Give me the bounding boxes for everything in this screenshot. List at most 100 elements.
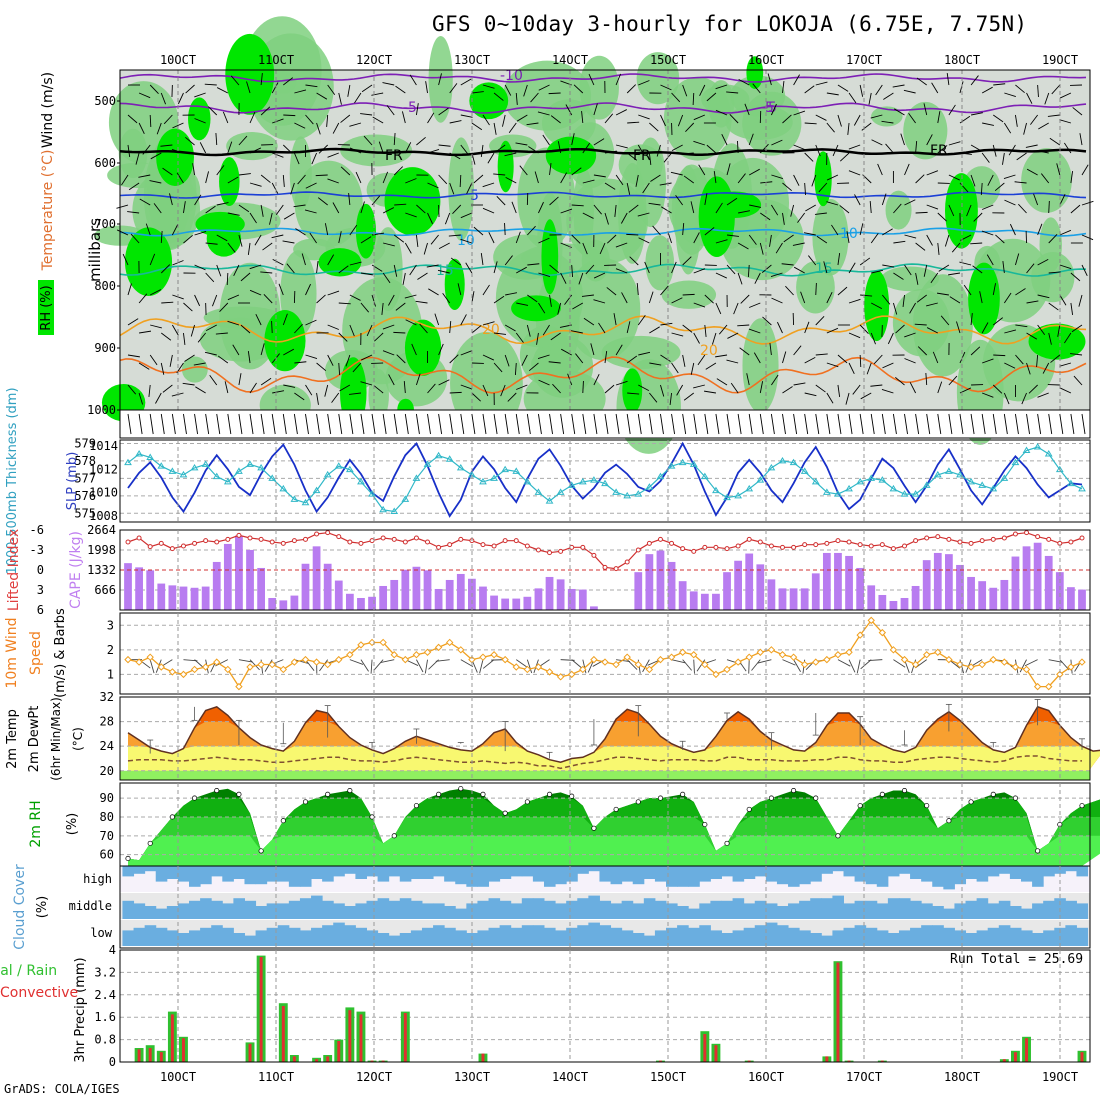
rh-high-blob (384, 167, 441, 236)
wind-barb (396, 354, 406, 364)
wind-barb (349, 122, 362, 127)
wind-barb (438, 107, 449, 116)
y-tick-label: 900 (94, 341, 116, 355)
thickness-point (734, 491, 742, 499)
wind-barb (573, 84, 584, 94)
wind-barb (1004, 92, 1016, 97)
wind-barb (216, 413, 221, 435)
wind-barb (169, 193, 173, 206)
bottom-time-label: 11OCT (258, 1070, 294, 1084)
wind-barb (338, 362, 341, 376)
wind-barb (626, 152, 638, 161)
cape-bar (556, 579, 565, 610)
wind-barb (1050, 354, 1061, 363)
lifted-index-point (491, 543, 497, 549)
precip-tick-label: 0.8 (94, 1033, 116, 1047)
cloud-bar (189, 900, 201, 919)
thickness-point (257, 463, 265, 471)
wind-barb (948, 104, 956, 116)
rh-point (280, 818, 286, 824)
lifted-index-point (524, 543, 530, 549)
temp-area-base (120, 770, 1090, 780)
cloud-bar (200, 866, 212, 885)
wind-barb (937, 242, 940, 255)
wind-barb (1026, 263, 1035, 274)
cape-bar (667, 561, 676, 610)
rh-point (458, 786, 464, 792)
cloud-bar (854, 925, 867, 946)
wind-barb (197, 332, 207, 343)
cloud-bar (388, 900, 401, 919)
wind-barb (247, 242, 251, 255)
wind-barb (1015, 84, 1025, 94)
wind-barb (771, 139, 783, 146)
cloud-bar (133, 927, 146, 946)
wind-barb (327, 178, 339, 184)
wind-barb (811, 174, 817, 187)
wind-barb (582, 212, 594, 219)
cloud-bar (1043, 900, 1055, 919)
wind-barb (493, 261, 498, 274)
wind-barb (638, 351, 651, 356)
cloud-bar (854, 900, 867, 919)
wind-barb (227, 242, 236, 253)
wind-speed-point (224, 665, 232, 674)
wind-barb (515, 659, 528, 669)
thickness-point (190, 463, 199, 471)
wind-barb (966, 204, 972, 217)
wind-barb (238, 135, 248, 146)
wind-barb (204, 351, 217, 356)
wind-barb (153, 203, 162, 214)
wind-barb (815, 384, 826, 393)
lifted-index-point (868, 543, 874, 549)
cloud-bar (433, 903, 445, 919)
thickness-point (967, 477, 975, 485)
wind-barb (715, 413, 720, 435)
wind-barb (262, 242, 273, 251)
rh-mid-blob (885, 190, 912, 230)
wind-barb (338, 231, 342, 244)
wind-barb (382, 413, 387, 435)
cloud-bar (743, 866, 756, 879)
wind-barb (752, 83, 761, 94)
wind-barb (449, 120, 462, 124)
wind-barb (715, 84, 728, 90)
cape-bar (922, 560, 931, 610)
cloud-bar (444, 866, 456, 882)
wind-barb (271, 82, 279, 94)
wind-barb (759, 242, 764, 255)
lifted-index-point (447, 542, 453, 548)
rh-mid-blob (636, 52, 680, 105)
wind-barb (549, 294, 552, 307)
wind-speed-point (445, 638, 454, 647)
wind-barb (931, 82, 939, 94)
wind-barb (1021, 392, 1027, 405)
wind-barb (282, 313, 288, 326)
cloud-bar (610, 866, 623, 885)
wind-barb (282, 144, 293, 154)
wind-barb (318, 144, 328, 154)
wind-barb (815, 353, 828, 356)
wind-barb (572, 302, 584, 310)
cloud-bar (721, 933, 734, 946)
wind-barb (793, 345, 802, 356)
wind-speed-point (823, 655, 831, 664)
wind-speed-point (945, 655, 953, 664)
thickness-point (645, 483, 654, 490)
wind-barb (981, 152, 990, 163)
wind-barb (435, 659, 450, 662)
wind-barb (593, 413, 598, 435)
wind-barb (557, 141, 562, 154)
thickness-point (423, 460, 432, 467)
wind-barb (816, 235, 828, 244)
wind-barb (832, 144, 839, 157)
thickness-line (127, 446, 1083, 513)
rh-axis-label: 2m RH (28, 800, 44, 847)
wind-barb (1025, 144, 1038, 148)
wind-barb (690, 362, 695, 375)
wind-barb (527, 263, 540, 266)
thickness-point (656, 472, 665, 480)
wind-barb (871, 139, 883, 146)
wind-barb (388, 294, 395, 306)
lifted-index-point (957, 539, 963, 545)
